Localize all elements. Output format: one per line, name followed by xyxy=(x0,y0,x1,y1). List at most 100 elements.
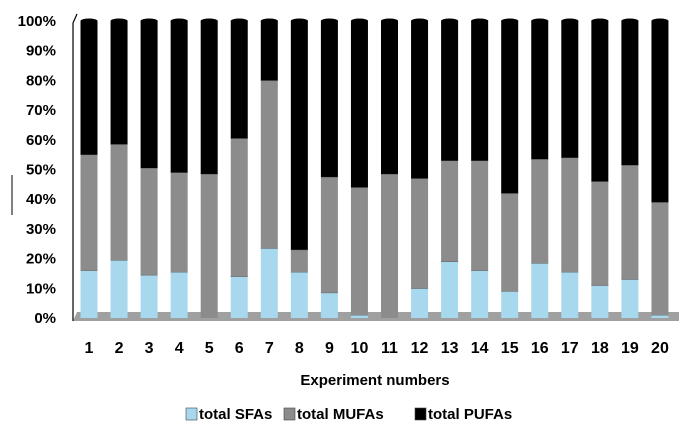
x-tick-label: 4 xyxy=(175,340,184,357)
bar-segment-total-mufas xyxy=(591,181,609,286)
bar-cap xyxy=(411,18,429,24)
x-tick-label: 11 xyxy=(381,340,398,357)
bar-stack-14 xyxy=(471,18,489,318)
x-tick-label: 12 xyxy=(411,340,429,357)
legend-label: total SFAs xyxy=(199,406,272,423)
bar-cap xyxy=(621,18,639,24)
bar-segment-total-sfas xyxy=(621,279,639,318)
bar-segment-total-sfas xyxy=(471,270,489,318)
bar-cap xyxy=(381,18,398,24)
bar-segment-total-mufas xyxy=(200,173,218,318)
legend-swatch xyxy=(283,407,296,421)
bar-stack-18 xyxy=(591,18,609,318)
x-tick-label: 6 xyxy=(235,340,244,357)
bar-segment-total-sfas xyxy=(170,271,188,318)
bar-segment-total-mufas xyxy=(381,173,398,318)
bar-segment-total-mufas xyxy=(411,178,429,289)
bar-segment-total-mufas xyxy=(110,144,128,261)
bar-stack-5 xyxy=(200,18,218,318)
bar-cap xyxy=(230,18,248,24)
bar-stack-3 xyxy=(140,18,158,318)
x-tick-label: 9 xyxy=(325,340,334,357)
legend: total SFAs total MUFAs total PUFAs xyxy=(185,406,512,423)
bar-segment-total-pufas xyxy=(260,21,278,81)
bar-segment-total-pufas xyxy=(80,21,98,155)
bar-segment-total-pufas xyxy=(471,21,489,161)
bar-cap xyxy=(561,18,579,24)
x-tick-label: 17 xyxy=(561,340,579,357)
bar-segment-total-sfas xyxy=(260,248,278,318)
bar-segment-total-mufas xyxy=(531,159,549,264)
y-tick-label: 100% xyxy=(18,13,56,30)
x-tick-label: 14 xyxy=(471,340,489,357)
bar-cap xyxy=(260,18,278,24)
bar-segment-total-sfas xyxy=(411,288,429,318)
bar-segment-total-sfas xyxy=(80,270,98,318)
y-tick-label: 70% xyxy=(26,102,56,119)
bar-cap xyxy=(320,18,338,24)
bar-segment-total-pufas xyxy=(350,21,368,188)
x-tick-label: 2 xyxy=(115,340,124,357)
legend-label: total PUFAs xyxy=(428,406,512,423)
bar-stack-13 xyxy=(441,18,459,318)
x-tick-label: 20 xyxy=(651,340,669,357)
y-tick-label: 40% xyxy=(26,191,56,208)
y-tick-label: 50% xyxy=(26,162,56,179)
x-axis-title: Experiment numbers xyxy=(300,372,449,389)
legend-swatch xyxy=(185,407,198,421)
bar-segment-total-mufas xyxy=(230,138,248,277)
bar-stack-2 xyxy=(110,18,128,318)
bar-segment-total-sfas xyxy=(561,271,579,318)
bar-segment-total-sfas xyxy=(110,260,128,318)
bar-segment-total-pufas xyxy=(591,21,609,182)
bar-stack-20 xyxy=(651,18,669,318)
bar-segment-total-mufas xyxy=(140,168,158,275)
bar-segment-total-pufas xyxy=(651,21,669,203)
x-tick-label: 15 xyxy=(501,340,519,357)
y-axis-line xyxy=(72,13,78,321)
floor-plane xyxy=(73,312,679,321)
bar-segment-total-pufas xyxy=(290,21,308,250)
bar-cap xyxy=(591,18,609,24)
x-tick-label: 19 xyxy=(621,340,639,357)
x-tick-label: 3 xyxy=(145,340,154,357)
bar-segment-total-pufas xyxy=(230,21,248,139)
bar-segment-total-pufas xyxy=(110,21,128,145)
bar-segment-total-mufas xyxy=(621,165,639,280)
legend-label: total MUFAs xyxy=(297,406,384,423)
bar-segment-total-mufas xyxy=(80,154,98,271)
bar-segment-total-sfas xyxy=(140,274,158,318)
bar-segment-total-pufas xyxy=(561,21,579,158)
y-tick-labels: 0% 10% 20% 30% 40% 50% 60% 70% 80% 90% 100% xyxy=(18,13,56,327)
y-tick-label: 90% xyxy=(26,43,56,60)
x-tick-label: 16 xyxy=(531,340,549,357)
bar-stack-16 xyxy=(531,18,549,318)
bar-stack-8 xyxy=(290,18,308,318)
bar-segment-total-pufas xyxy=(320,21,338,177)
bar-cap xyxy=(140,18,158,24)
bar-stack-11 xyxy=(381,18,398,318)
bar-segment-total-sfas xyxy=(290,271,308,318)
bar-cap xyxy=(200,18,218,24)
legend-swatch xyxy=(414,407,427,421)
bar-segment-total-mufas xyxy=(170,172,188,272)
bar-cap xyxy=(170,18,188,24)
bar-segment-total-mufas xyxy=(350,187,368,316)
bar-segment-total-sfas xyxy=(501,291,519,318)
x-tick-label: 10 xyxy=(351,340,369,357)
bar-segment-total-mufas xyxy=(501,193,519,292)
bar-segment-total-sfas xyxy=(230,276,248,318)
bar-segment-total-mufas xyxy=(290,249,308,272)
bar-segment-total-pufas xyxy=(140,21,158,169)
bar-segment-total-mufas xyxy=(441,160,459,262)
bar-stack-15 xyxy=(501,18,519,318)
bar-segment-total-pufas xyxy=(200,21,218,174)
y-tick-label: 10% xyxy=(26,280,56,297)
x-tick-label: 8 xyxy=(295,340,304,357)
bar-segment-total-pufas xyxy=(411,21,429,179)
bar-segment-total-mufas xyxy=(471,160,489,271)
bar-stack-4 xyxy=(170,18,188,318)
bar-stack-12 xyxy=(411,18,429,318)
bar-cap xyxy=(290,18,308,24)
